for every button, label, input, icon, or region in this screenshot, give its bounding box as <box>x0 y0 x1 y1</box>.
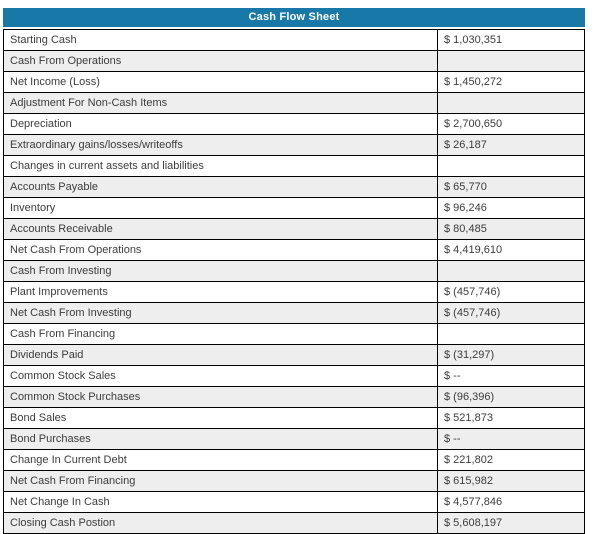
table-row: Cash From Investing <box>4 261 584 282</box>
table-row: Bond Sales $ 521,873 <box>4 408 584 429</box>
row-value: $ 1,030,351 <box>437 30 584 50</box>
table-row: Dividends Paid $ (31,297) <box>4 345 584 366</box>
row-value: $ 96,246 <box>437 198 584 218</box>
row-label: Net Income (Loss) <box>10 76 100 88</box>
row-label: Depreciation <box>10 118 72 130</box>
row-label: Accounts Payable <box>10 181 99 193</box>
row-value: $ (457,746) <box>437 303 584 323</box>
row-label: Net Change In Cash <box>10 496 110 508</box>
row-value <box>437 93 584 113</box>
row-value: $ 221,802 <box>437 450 584 470</box>
row-label: Net Cash From Financing <box>10 475 136 487</box>
table-row: Extraordinary gains/losses/writeoffs $ 2… <box>4 135 584 156</box>
row-value: $ 5,608,197 <box>437 513 584 533</box>
table-row: Accounts Payable $ 65,770 <box>4 177 584 198</box>
row-value: $ 80,485 <box>437 219 584 239</box>
row-value: $ (31,297) <box>437 345 584 365</box>
table-row: Change In Current Debt $ 221,802 <box>4 450 584 471</box>
row-label: Net Cash From Operations <box>10 244 142 256</box>
row-value <box>437 324 584 344</box>
row-value <box>437 51 584 71</box>
row-label: Common Stock Purchases <box>10 391 141 403</box>
table-row: Changes in current assets and liabilitie… <box>4 156 584 177</box>
sheet-title: Cash Flow Sheet <box>3 8 585 27</box>
row-value <box>437 156 584 176</box>
table-row: Net Cash From Financing $ 615,982 <box>4 471 584 492</box>
table-row: Cash From Operations <box>4 51 584 72</box>
row-label: Cash From Financing <box>10 328 116 340</box>
row-label: Dividends Paid <box>10 349 84 361</box>
table-row: Bond Purchases $ -- <box>4 429 584 450</box>
row-label: Adjustment For Non-Cash Items <box>10 97 168 109</box>
table-row: Net Change In Cash $ 4,577,846 <box>4 492 584 513</box>
table-row: Common Stock Sales $ -- <box>4 366 584 387</box>
cash-flow-sheet: Cash Flow Sheet Starting Cash $ 1,030,35… <box>3 8 585 534</box>
row-value: $ 4,419,610 <box>437 240 584 260</box>
row-value: $ -- <box>437 366 584 386</box>
table-row: Net Income (Loss) $ 1,450,272 <box>4 72 584 93</box>
table-row: Plant Improvements $ (457,746) <box>4 282 584 303</box>
row-value <box>437 261 584 281</box>
row-value: $ 26,187 <box>437 135 584 155</box>
row-label: Changes in current assets and liabilitie… <box>10 160 204 172</box>
row-label: Starting Cash <box>10 34 77 46</box>
cash-flow-table: Starting Cash $ 1,030,351 Cash From Oper… <box>3 29 585 534</box>
row-label: Common Stock Sales <box>10 370 116 382</box>
table-row: Inventory $ 96,246 <box>4 198 584 219</box>
row-value: $ 1,450,272 <box>437 72 584 92</box>
row-value: $ (96,396) <box>437 387 584 407</box>
row-label: Closing Cash Postion <box>10 517 116 529</box>
row-label: Change In Current Debt <box>10 454 127 466</box>
table-row: Accounts Receivable $ 80,485 <box>4 219 584 240</box>
row-value: $ 65,770 <box>437 177 584 197</box>
row-label: Net Cash From Investing <box>10 307 132 319</box>
row-value: $ 2,700,650 <box>437 114 584 134</box>
table-row: Net Cash From Operations $ 4,419,610 <box>4 240 584 261</box>
table-row: Net Cash From Investing $ (457,746) <box>4 303 584 324</box>
table-row: Closing Cash Postion $ 5,608,197 <box>4 513 584 534</box>
row-value: $ 615,982 <box>437 471 584 491</box>
table-row: Starting Cash $ 1,030,351 <box>4 30 584 51</box>
row-label: Bond Purchases <box>10 433 91 445</box>
row-label: Cash From Investing <box>10 265 112 277</box>
row-label: Plant Improvements <box>10 286 108 298</box>
row-value: $ 4,577,846 <box>437 492 584 512</box>
table-row: Adjustment For Non-Cash Items <box>4 93 584 114</box>
row-label: Accounts Receivable <box>10 223 113 235</box>
row-value: $ (457,746) <box>437 282 584 302</box>
row-label: Extraordinary gains/losses/writeoffs <box>10 139 183 151</box>
table-row: Depreciation $ 2,700,650 <box>4 114 584 135</box>
table-row: Common Stock Purchases $ (96,396) <box>4 387 584 408</box>
table-row: Cash From Financing <box>4 324 584 345</box>
row-label: Cash From Operations <box>10 55 122 67</box>
row-value: $ 521,873 <box>437 408 584 428</box>
row-label: Inventory <box>10 202 56 214</box>
row-label: Bond Sales <box>10 412 67 424</box>
row-value: $ -- <box>437 429 584 449</box>
